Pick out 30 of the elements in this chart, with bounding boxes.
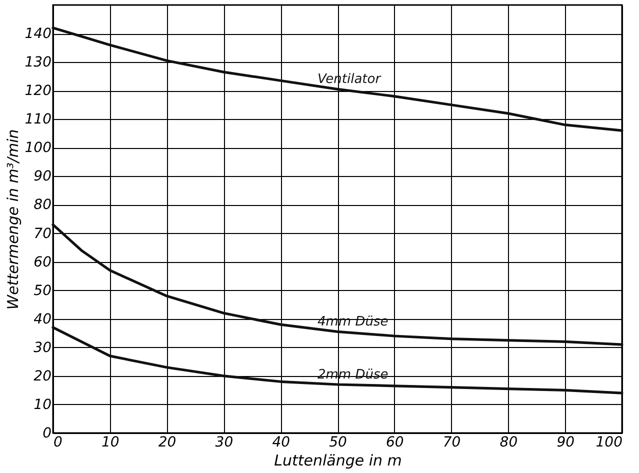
x-tick-label: 80 bbox=[500, 434, 518, 450]
y-tick-label: 120 bbox=[24, 83, 52, 100]
x-tick-label: 20 bbox=[158, 434, 176, 450]
x-tick-label: 90 bbox=[556, 434, 575, 450]
line-series bbox=[52, 326, 624, 394]
x-tick-label: 100 bbox=[596, 434, 623, 450]
x-axis-title: Luttenlänge in m bbox=[274, 452, 402, 470]
y-tick-label: 20 bbox=[34, 368, 52, 384]
x-tick-label: 60 bbox=[386, 434, 404, 450]
y-axis-title: Wettermenge in m³/min bbox=[4, 129, 22, 310]
y-tick-label: 130 bbox=[24, 54, 52, 71]
y-tick-label: 50 bbox=[34, 282, 52, 299]
y-tick-label: 80 bbox=[34, 197, 52, 214]
x-tick-label: 0 bbox=[54, 434, 62, 450]
line-series bbox=[52, 223, 624, 346]
x-tick-label: 40 bbox=[272, 434, 290, 450]
y-tick-label: 110 bbox=[24, 112, 52, 128]
y-tick-label: 100 bbox=[24, 140, 52, 156]
y-tick-label: 60 bbox=[34, 254, 52, 270]
y-tick-label: 40 bbox=[34, 311, 52, 328]
x-tick-label: 30 bbox=[215, 434, 234, 450]
x-tick-label: 70 bbox=[442, 434, 461, 450]
x-tick-label: 10 bbox=[101, 434, 120, 450]
y-tick-label: 90 bbox=[34, 168, 52, 185]
y-tick-label: 10 bbox=[34, 396, 52, 413]
y-tick-label: 30 bbox=[34, 340, 52, 356]
y-tick-label: 70 bbox=[34, 226, 52, 242]
line-series bbox=[52, 26, 624, 132]
x-tick-label: 50 bbox=[329, 434, 347, 450]
y-tick-label: 140 bbox=[24, 26, 52, 42]
